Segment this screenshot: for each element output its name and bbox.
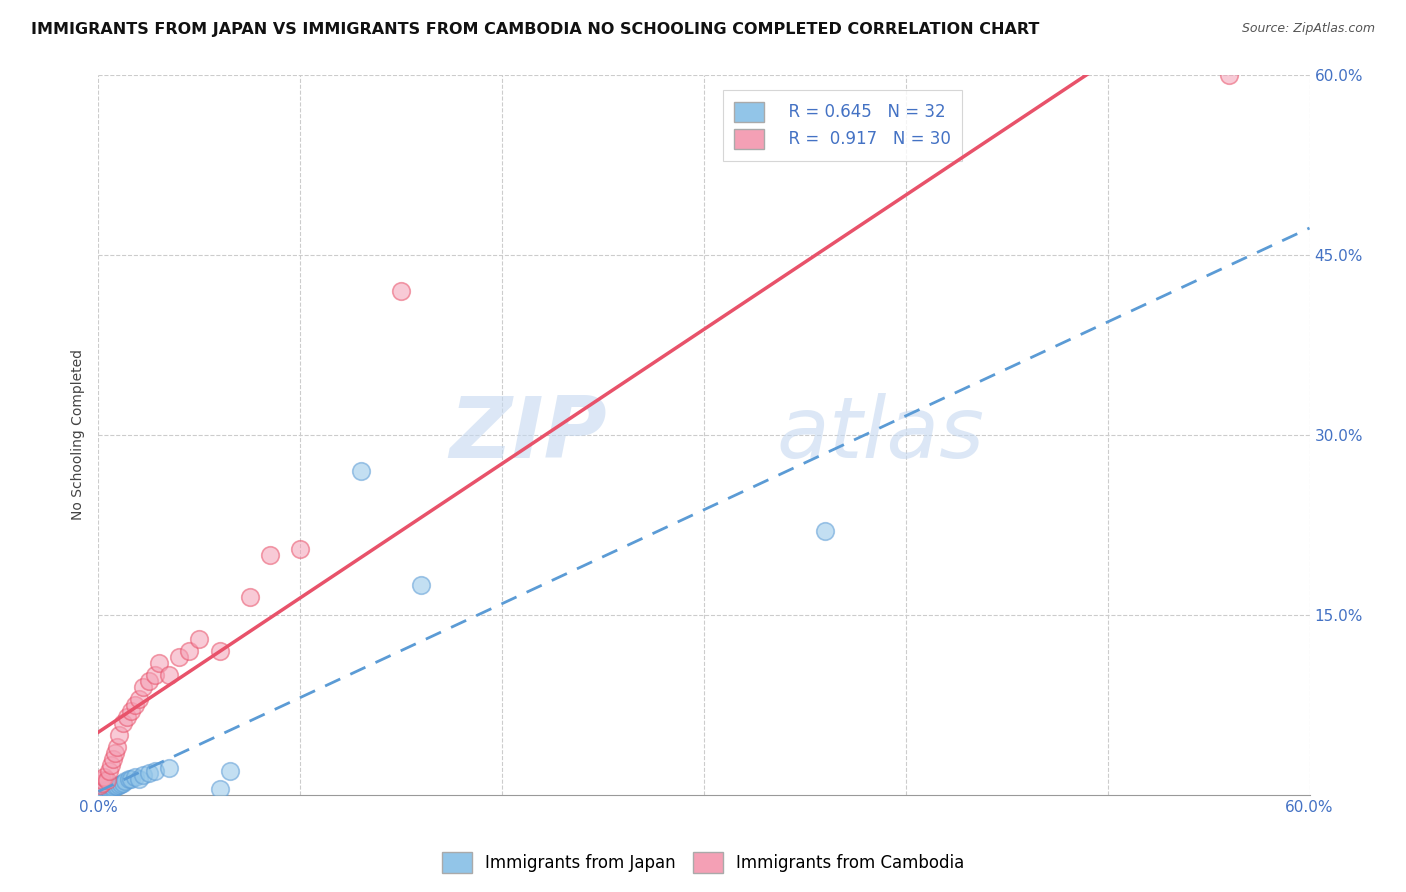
Point — [290, 541, 312, 556]
Point — [96, 773, 118, 788]
Point — [115, 709, 138, 723]
Point — [100, 781, 122, 796]
Point — [1218, 68, 1240, 82]
Point — [128, 691, 150, 706]
Point — [138, 673, 160, 688]
Point — [91, 775, 114, 789]
Point — [389, 284, 412, 298]
Point — [89, 778, 111, 792]
Point — [91, 785, 114, 799]
Point — [167, 649, 190, 664]
Point — [91, 784, 114, 798]
Point — [96, 783, 118, 797]
Text: Source: ZipAtlas.com: Source: ZipAtlas.com — [1241, 22, 1375, 36]
Point — [97, 783, 120, 797]
Point — [350, 464, 373, 478]
Point — [259, 548, 281, 562]
Point — [89, 785, 111, 799]
Point — [111, 775, 134, 789]
Legend: Immigrants from Japan, Immigrants from Cambodia: Immigrants from Japan, Immigrants from C… — [436, 846, 970, 880]
Point — [107, 778, 129, 792]
Point — [239, 590, 262, 604]
Legend:   R = 0.645   N = 32,   R =  0.917   N = 30: R = 0.645 N = 32, R = 0.917 N = 30 — [723, 90, 962, 161]
Point — [208, 781, 231, 796]
Point — [97, 781, 120, 796]
Point — [124, 698, 146, 712]
Point — [157, 667, 180, 681]
Point — [111, 715, 134, 730]
Point — [208, 643, 231, 657]
Point — [101, 752, 124, 766]
Point — [114, 774, 136, 789]
Text: atlas: atlas — [776, 393, 984, 476]
Point — [120, 772, 142, 786]
Point — [110, 777, 132, 791]
Point — [105, 779, 128, 793]
Point — [132, 768, 155, 782]
Point — [91, 773, 114, 788]
Text: IMMIGRANTS FROM JAPAN VS IMMIGRANTS FROM CAMBODIA NO SCHOOLING COMPLETED CORRELA: IMMIGRANTS FROM JAPAN VS IMMIGRANTS FROM… — [31, 22, 1039, 37]
Point — [118, 772, 141, 786]
Point — [143, 667, 166, 681]
Point — [103, 779, 125, 793]
Point — [188, 632, 211, 646]
Point — [105, 739, 128, 754]
Text: ZIP: ZIP — [450, 393, 607, 476]
Point — [132, 680, 155, 694]
Point — [157, 761, 180, 775]
Point — [124, 770, 146, 784]
Point — [120, 704, 142, 718]
Point — [411, 577, 433, 591]
Point — [128, 772, 150, 786]
Point — [93, 770, 115, 784]
Point — [97, 764, 120, 778]
Point — [89, 787, 111, 801]
Y-axis label: No Schooling Completed: No Schooling Completed — [72, 349, 86, 520]
Point — [814, 524, 837, 538]
Point — [143, 764, 166, 778]
Point — [100, 757, 122, 772]
Point — [138, 766, 160, 780]
Point — [103, 746, 125, 760]
Point — [93, 783, 115, 797]
Point — [93, 784, 115, 798]
Point — [101, 781, 124, 796]
Point — [101, 780, 124, 795]
Point — [218, 764, 240, 778]
Point — [148, 656, 170, 670]
Point — [107, 728, 129, 742]
Point — [89, 784, 111, 798]
Point — [179, 643, 201, 657]
